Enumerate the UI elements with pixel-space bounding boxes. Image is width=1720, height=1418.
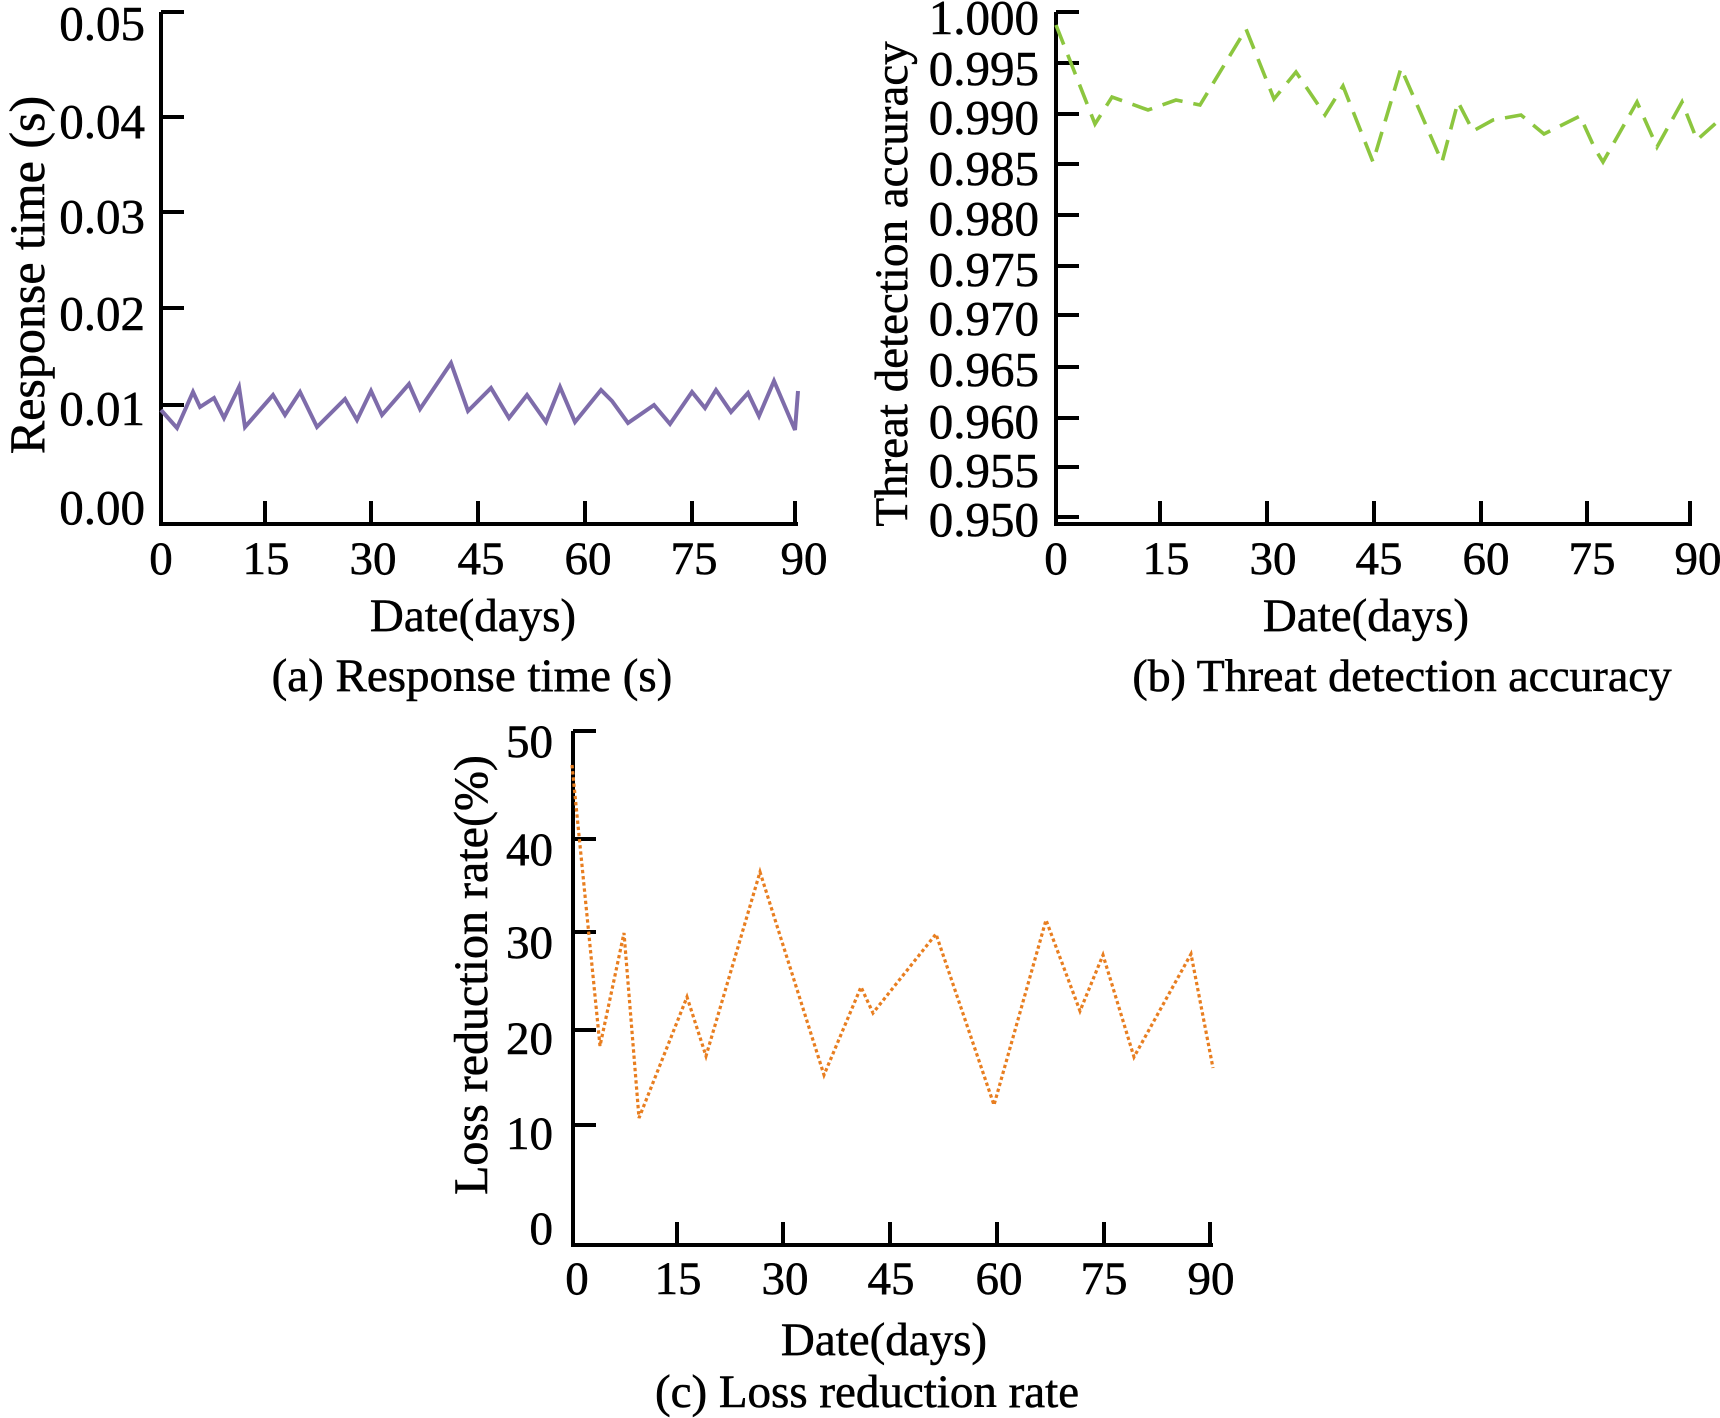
svg-text:0.02: 0.02: [59, 286, 145, 341]
svg-text:Date(days): Date(days): [1263, 590, 1469, 642]
svg-text:0: 0: [565, 1253, 589, 1305]
svg-text:Threat detection accuracy: Threat detection accuracy: [866, 41, 918, 527]
svg-text:60: 60: [1463, 533, 1510, 585]
svg-text:0.00: 0.00: [59, 480, 145, 535]
svg-text:0.965: 0.965: [929, 342, 1039, 397]
svg-text:Loss reduction rate(%): Loss reduction rate(%): [445, 755, 498, 1195]
svg-text:90: 90: [781, 533, 828, 585]
svg-text:0.960: 0.960: [929, 394, 1039, 449]
svg-text:15: 15: [1143, 533, 1190, 585]
svg-text:0.950: 0.950: [929, 492, 1039, 547]
svg-text:30: 30: [350, 533, 397, 585]
svg-text:75: 75: [671, 533, 718, 585]
svg-text:0: 0: [530, 1203, 554, 1255]
svg-text:Response time (s): Response time (s): [0, 96, 55, 454]
svg-text:0.975: 0.975: [929, 242, 1039, 297]
svg-text:0.03: 0.03: [59, 189, 145, 244]
svg-text:1.000: 1.000: [929, 0, 1039, 45]
svg-text:0.05: 0.05: [59, 0, 145, 51]
svg-text:60: 60: [976, 1253, 1023, 1305]
svg-text:(b) Threat detection accuracy: (b) Threat detection accuracy: [1132, 650, 1671, 701]
svg-text:75: 75: [1081, 1253, 1128, 1305]
svg-text:45: 45: [458, 533, 505, 585]
svg-text:20: 20: [506, 1013, 553, 1065]
svg-text:40: 40: [506, 824, 553, 876]
svg-text:0.970: 0.970: [929, 291, 1039, 346]
svg-text:Date(days): Date(days): [781, 1314, 987, 1366]
svg-text:0.04: 0.04: [59, 94, 145, 149]
svg-text:Date(days): Date(days): [370, 590, 576, 642]
svg-text:(a) Response time (s): (a) Response time (s): [272, 650, 673, 702]
svg-text:30: 30: [506, 917, 553, 969]
svg-text:15: 15: [655, 1253, 702, 1305]
svg-text:10: 10: [506, 1108, 553, 1160]
svg-text:0.990: 0.990: [929, 90, 1039, 145]
svg-text:90: 90: [1188, 1253, 1235, 1305]
svg-text:45: 45: [1356, 533, 1403, 585]
svg-text:15: 15: [243, 533, 290, 585]
svg-text:0: 0: [149, 533, 173, 585]
svg-text:60: 60: [565, 533, 612, 585]
svg-text:75: 75: [1569, 533, 1616, 585]
svg-text:50: 50: [506, 716, 553, 768]
svg-text:30: 30: [762, 1253, 809, 1305]
svg-text:30: 30: [1250, 533, 1297, 585]
svg-text:0.980: 0.980: [929, 191, 1039, 246]
svg-text:0: 0: [1044, 533, 1068, 585]
svg-text:0.995: 0.995: [929, 41, 1039, 96]
svg-text:45: 45: [868, 1253, 915, 1305]
svg-text:0.955: 0.955: [929, 443, 1039, 498]
svg-text:0.01: 0.01: [59, 381, 145, 436]
svg-text:(c) Loss reduction rate: (c) Loss reduction rate: [655, 1366, 1079, 1418]
svg-text:0.985: 0.985: [929, 141, 1039, 196]
svg-text:90: 90: [1675, 533, 1720, 585]
